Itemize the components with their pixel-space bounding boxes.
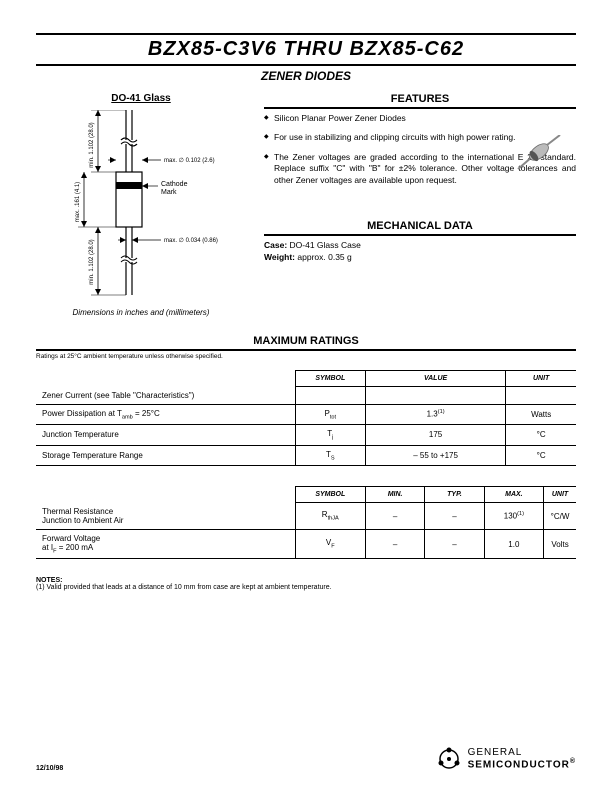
table-row: Junction Temperature Tj 175 °C <box>36 425 576 446</box>
rule-top <box>36 33 576 35</box>
th-value: VALUE <box>365 371 505 387</box>
th-symbol: SYMBOL <box>295 371 365 387</box>
cell-typ: – <box>425 503 484 530</box>
cell-unit: °C/W <box>544 503 576 530</box>
table-row: Power Dissipation at Tamb = 25°C Ptot 1.… <box>36 404 576 425</box>
max-ratings-table: SYMBOL VALUE UNIT Zener Current (see Tab… <box>36 370 576 466</box>
cell-unit: °C <box>506 445 576 466</box>
brand-line2: SEMICONDUCTOR <box>468 760 570 771</box>
table-header-row: SYMBOL VALUE UNIT <box>36 371 576 387</box>
case-value: DO-41 Glass Case <box>290 240 361 250</box>
rule-under-title <box>36 64 576 66</box>
table-row: Zener Current (see Table "Characteristic… <box>36 387 576 405</box>
cell-param: Storage Temperature Range <box>36 445 295 466</box>
th-typ: TYP. <box>425 487 484 503</box>
cell-symbol <box>295 387 365 405</box>
svg-text:min. 1.102 (28.0): min. 1.102 (28.0) <box>89 122 95 167</box>
cell-symbol: VF <box>295 529 365 559</box>
svg-text:max. ∅ 0.102 (2.6): max. ∅ 0.102 (2.6) <box>164 157 215 164</box>
page-subtitle: ZENER DIODES <box>36 69 576 83</box>
cell-unit: Watts <box>506 404 576 425</box>
cell-param: Thermal ResistanceJunction to Ambient Ai… <box>36 503 295 530</box>
cell-value: 175 <box>365 425 505 446</box>
svg-text:max. .161 (4.1): max. .161 (4.1) <box>75 182 81 222</box>
th-unit: UNIT <box>506 371 576 387</box>
cell-symbol: TS <box>295 445 365 466</box>
logo-text-wrap: GENERAL SEMICONDUCTOR® <box>468 747 576 770</box>
svg-text:max. ∅ 0.034 (0.86): max. ∅ 0.034 (0.86) <box>164 237 218 244</box>
table-row: Forward Voltageat IF = 200 mA VF – – 1.0… <box>36 529 576 559</box>
cell-param: Forward Voltageat IF = 200 mA <box>36 529 295 559</box>
weight-label: Weight: <box>264 252 295 262</box>
cell-max: 1.0 <box>484 529 543 559</box>
mechanical-heading: MECHANICAL DATA <box>264 220 576 236</box>
table-row: Storage Temperature Range TS – 55 to +17… <box>36 445 576 466</box>
th-symbol: SYMBOL <box>295 487 365 503</box>
diode-icon <box>514 135 564 173</box>
svg-text:min. 1.102 (28.0): min. 1.102 (28.0) <box>89 239 95 284</box>
cell-max: 130(1) <box>484 503 543 530</box>
cell-param: Junction Temperature <box>36 425 295 446</box>
cell-unit: Volts <box>544 529 576 559</box>
cell-symbol: Tj <box>295 425 365 446</box>
features-column: FEATURES Silicon Planar Power Zener Diod… <box>264 93 576 317</box>
cell-symbol: Ptot <box>295 404 365 425</box>
cell-min: – <box>365 503 424 530</box>
cell-typ: – <box>425 529 484 559</box>
ratings-condition: Ratings at 25°C ambient temperature unle… <box>36 353 576 360</box>
features-heading: FEATURES <box>264 93 576 109</box>
cell-param: Power Dissipation at Tamb = 25°C <box>36 404 295 425</box>
notes-heading: NOTES: <box>36 577 576 584</box>
cell-unit <box>506 387 576 405</box>
notes-text: (1) Valid provided that leads at a dista… <box>36 584 576 591</box>
feature-item: Silicon Planar Power Zener Diodes <box>264 113 576 124</box>
package-drawing: min. 1.102 (28.0) max. .161 (4.1) min. 1… <box>36 110 236 300</box>
case-label: Case: <box>264 240 287 250</box>
cell-value: 1.3(1) <box>365 404 505 425</box>
brand-line1: GENERAL <box>468 747 523 758</box>
svg-text:Cathode: Cathode <box>161 181 188 188</box>
th-min: MIN. <box>365 487 424 503</box>
table-header-row: SYMBOL MIN. TYP. MAX. UNIT <box>36 487 576 503</box>
logo-icon <box>436 746 462 772</box>
cell-param: Zener Current (see Table "Characteristic… <box>36 387 295 405</box>
page-footer: 12/10/98 GENERAL SEMICONDUCTOR® <box>36 746 576 772</box>
cell-value: – 55 to +175 <box>365 445 505 466</box>
brand-logo: GENERAL SEMICONDUCTOR® <box>436 746 576 772</box>
page-title: BZX85-C3V6 THRU BZX85-C62 <box>36 38 576 61</box>
svg-text:Mark: Mark <box>161 189 177 196</box>
table-row: Thermal ResistanceJunction to Ambient Ai… <box>36 503 576 530</box>
cell-min: – <box>365 529 424 559</box>
reg-mark: ® <box>570 758 576 765</box>
package-column: DO-41 Glass <box>36 93 246 317</box>
weight-value: approx. 0.35 g <box>297 252 351 262</box>
dimension-caption: Dimensions in inches and (millimeters) <box>36 308 246 317</box>
two-column-layout: DO-41 Glass <box>36 93 576 317</box>
cell-symbol: RthJA <box>295 503 365 530</box>
footer-date: 12/10/98 <box>36 765 63 772</box>
th-max: MAX. <box>484 487 543 503</box>
cell-unit: °C <box>506 425 576 446</box>
max-ratings-heading: MAXIMUM RATINGS <box>36 335 576 351</box>
th-unit: UNIT <box>544 487 576 503</box>
cell-value <box>365 387 505 405</box>
thermal-table: SYMBOL MIN. TYP. MAX. UNIT Thermal Resis… <box>36 486 576 559</box>
package-heading: DO-41 Glass <box>36 93 246 104</box>
mechanical-data: Case: DO-41 Glass Case Weight: approx. 0… <box>264 240 576 264</box>
